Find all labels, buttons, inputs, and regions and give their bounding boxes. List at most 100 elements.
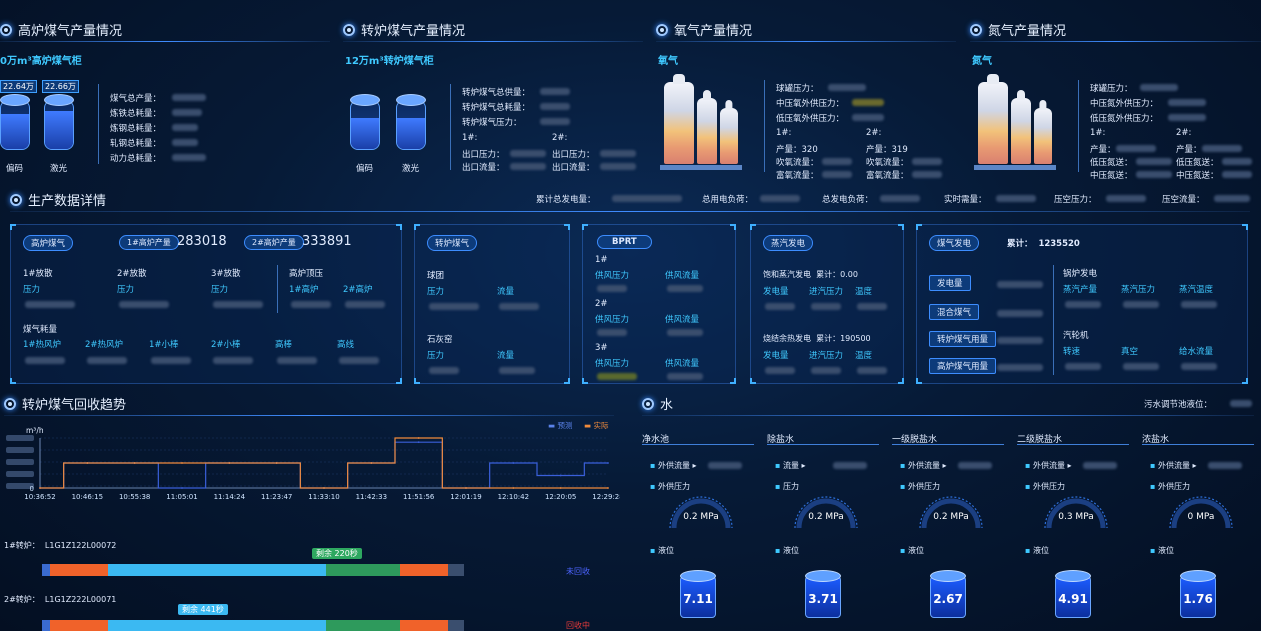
col-label: 温度 xyxy=(855,351,873,361)
pressure-label: 压力 xyxy=(211,285,229,295)
blast-gas-panel: 高炉煤气 1#高炉产量 283018 2#高炉产量 333891 1#放散 2#… xyxy=(10,224,402,384)
field-label: 产量：319 xyxy=(866,145,908,155)
production-section-title: 生产数据详情 xyxy=(10,190,106,209)
x-tick-label: 11:42:33 xyxy=(356,493,387,501)
blast-gas-usage-button[interactable]: 高炉煤气用量 xyxy=(929,358,997,374)
power-output-button[interactable]: 发电量 xyxy=(929,275,971,291)
gas-power-panel: 煤气发电 累计： 1235520 发电量 混合煤气 转炉煤气用量 高炉煤气用量 … xyxy=(916,224,1248,384)
air-flow-label: 供风流量 xyxy=(665,271,700,281)
field-label: 中压氧外供压力： xyxy=(776,99,845,109)
supply-flow-label: ▪ 外供流量 ▸ xyxy=(1025,461,1072,470)
water-unit-name: 二级脱盐水 xyxy=(1017,435,1063,445)
x-tick-label: 10:36:52 xyxy=(24,493,55,501)
converter-gas-section-title: 转炉煤气产量情况 xyxy=(343,20,465,39)
unit-label: 2# xyxy=(595,299,608,309)
summary-label: 累计总发电量： xyxy=(536,195,596,205)
consumer-label: 高线 xyxy=(337,340,355,350)
water-tank-icon: 1.76 xyxy=(1180,570,1216,620)
pressure-gauge: 0.2 MPa xyxy=(918,492,984,532)
gas-cylinder-icon xyxy=(1034,100,1052,164)
field-label: 煤气总产量： xyxy=(110,94,162,104)
recovery-status: 回收中 xyxy=(566,621,590,630)
field-label: 炼铁总耗量： xyxy=(110,109,162,119)
converter-gas-holder-title: 12万m³转炉煤气柜 xyxy=(345,56,434,67)
field-label: 产量：320 xyxy=(776,145,818,155)
unit-label: 1# xyxy=(595,255,608,265)
y-tick-label xyxy=(6,483,34,489)
flow-label: 流量 xyxy=(497,287,515,297)
summary-label: 压空流量： xyxy=(1162,195,1205,205)
summary-label: 总用电负荷： xyxy=(702,195,754,205)
trend-section-title: 转炉煤气回收趋势 xyxy=(4,394,126,413)
data-point xyxy=(86,462,89,464)
tank-label: 激光 xyxy=(402,164,420,174)
col-label: 给水流量 xyxy=(1179,347,1214,357)
accumulated-label: 累计： 1235520 xyxy=(1007,239,1080,249)
panel-tag: 转炉煤气 xyxy=(427,235,478,251)
consumer-label: 2#小棒 xyxy=(211,340,241,350)
section-bullet-icon xyxy=(10,193,22,206)
air-pressure-label: 供风压力 xyxy=(595,271,630,281)
field-label: 球罐压力： xyxy=(776,84,819,94)
gas-tank-icon xyxy=(350,94,380,152)
data-point xyxy=(607,462,609,464)
section-bullet-icon xyxy=(343,23,355,36)
field-label: 动力总耗量： xyxy=(110,154,162,164)
summary-label: 压空压力： xyxy=(1054,195,1097,205)
data-point xyxy=(133,462,136,464)
tank-label: 偏码 xyxy=(356,164,374,174)
data-point xyxy=(417,437,420,439)
pressure-gauge: 0.2 MPa xyxy=(793,492,859,532)
y-axis-unit: m³/h xyxy=(26,426,44,435)
col-header: 2#: xyxy=(552,133,568,143)
field-label: 球罐压力： xyxy=(1090,84,1133,94)
pressure-value: 0.3 MPa xyxy=(1058,512,1094,522)
y-tick-label xyxy=(6,459,34,465)
water-unit-name: 净水池 xyxy=(642,435,670,445)
x-tick-label: 12:01:19 xyxy=(450,493,481,501)
legend-forecast: ▬ 预测 xyxy=(548,421,573,430)
water-unit-name: 浓盐水 xyxy=(1142,435,1170,445)
mixed-gas-button[interactable]: 混合煤气 xyxy=(929,304,980,320)
col-label: 进汽压力 xyxy=(809,287,844,297)
section-title-text: 水 xyxy=(660,398,674,413)
data-point xyxy=(607,487,609,489)
field-label: 低压氮送： xyxy=(1090,158,1133,168)
divider xyxy=(4,415,614,416)
level-value: 2.67 xyxy=(933,592,963,606)
y-tick-label xyxy=(6,447,34,453)
y-tick-label: 0 xyxy=(30,485,34,493)
blast-gas-section-title: 高炉煤气产量情况 xyxy=(0,20,122,39)
consumer-label: 2#热风炉 xyxy=(85,340,124,350)
data-point xyxy=(228,462,231,464)
field-label: 低压氮外供压力： xyxy=(1090,114,1159,124)
data-point xyxy=(181,487,183,489)
furnace-label: 2#高炉 xyxy=(343,285,373,295)
tank-label: 偏码 xyxy=(6,164,24,174)
supply-flow-label: ▪ 外供流量 ▸ xyxy=(650,461,697,470)
col-label: 发电量 xyxy=(763,287,789,297)
level-value: 1.76 xyxy=(1183,592,1213,606)
section-title-text: 高炉煤气产量情况 xyxy=(18,24,123,39)
water-tank-icon: 7.11 xyxy=(680,570,716,620)
data-point xyxy=(323,487,325,489)
level-label: ▪ 液位 xyxy=(1025,546,1049,555)
pressure-label: 压力 xyxy=(117,285,135,295)
section-title-text: 生产数据详情 xyxy=(28,194,107,209)
converter-gas-panel: 转炉煤气 球团 压力 流量 石灰窑 压力 流量 xyxy=(414,224,570,384)
pressure-label: 压力 xyxy=(427,351,445,361)
series-line xyxy=(40,441,608,489)
converter-gas-usage-button[interactable]: 转炉煤气用量 xyxy=(929,331,997,347)
oxygen-section-title: 氧气产量情况 xyxy=(656,20,752,39)
col-header: 1#: xyxy=(1090,128,1106,138)
x-tick-label: 11:33:10 xyxy=(308,493,339,501)
tank-value-badge: 22.64万 xyxy=(0,80,37,93)
cylinder-base xyxy=(660,165,742,170)
gas-tank-icon xyxy=(44,94,74,152)
data-point xyxy=(370,462,373,464)
field-label: 低压氧外供压力： xyxy=(776,114,845,124)
water-unit-name: 一级脱盐水 xyxy=(892,435,938,445)
x-tick-label: 10:55:38 xyxy=(119,493,150,501)
panel-tag: 高炉煤气 xyxy=(23,235,74,251)
field-label: 出口压力： xyxy=(462,150,505,160)
